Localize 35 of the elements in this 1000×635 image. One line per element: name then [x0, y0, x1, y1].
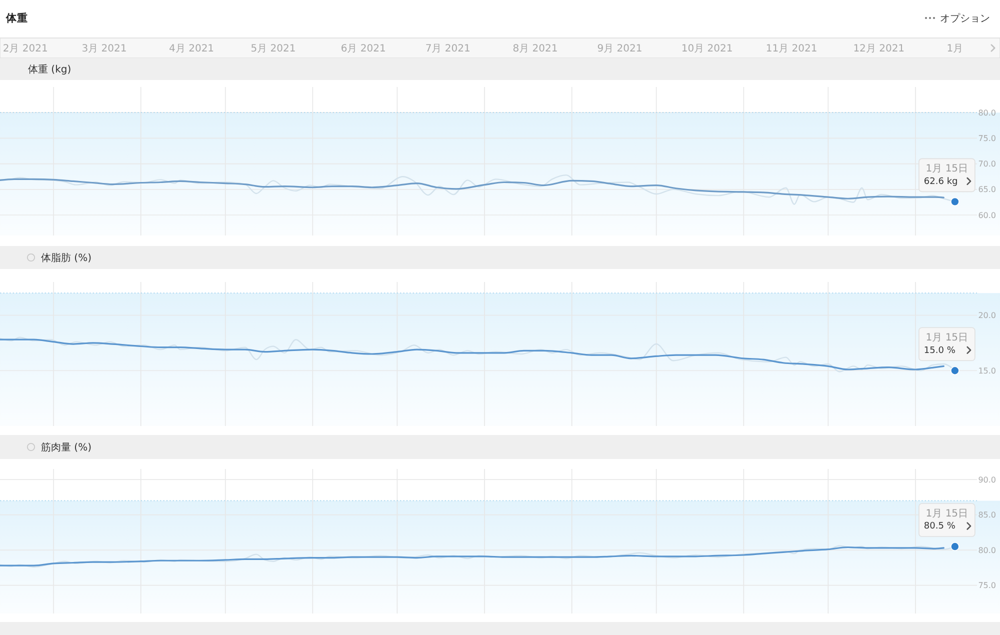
x-tick-label: 3月 2021 [82, 44, 127, 54]
y-tick-label: 90.0 [978, 475, 996, 484]
x-tick-label: 1月 [946, 44, 964, 54]
y-axis-title: 体重 (kg) [28, 64, 72, 76]
y-tick-label: 80.0 [978, 108, 996, 118]
x-tick-label: 7月 2021 [425, 44, 470, 54]
annotation: 1月 15日 [926, 508, 968, 520]
x-tick-label: 4月 2021 [169, 44, 214, 54]
y-tick-label: 75.0 [978, 134, 996, 144]
x-tick-label: 6月 2021 [340, 44, 386, 54]
annotation: 15.0 % [924, 346, 956, 356]
y-axis-title: 筋肉量 (%) [41, 442, 92, 454]
annotation: 62.6 kg [924, 176, 958, 187]
x-tick-label: 5月 2021 [250, 44, 296, 54]
chart-title: 体重 [5, 12, 28, 25]
y-tick-label: 15.0 [978, 366, 996, 376]
annotation: 1月 15日 [926, 332, 968, 344]
x-tick-label: 11月 2021 [766, 44, 818, 54]
x-tick-label: 10月 2021 [681, 44, 733, 54]
y-axis-title: 体脂肪 (%) [41, 252, 92, 264]
y-tick-label: 65.0 [978, 185, 996, 194]
x-tick-label: 9月 2021 [597, 44, 642, 54]
annotation: 80.5 % [924, 522, 956, 532]
x-tick-label: 12月 2021 [853, 44, 905, 54]
y-tick-label: 60.0 [978, 210, 996, 220]
y-tick-label: 80.0 [978, 546, 996, 555]
x-tick-label: 2月 2021 [2, 44, 48, 54]
line-series [0, 178, 944, 200]
text: オプション [940, 12, 990, 24]
y-tick-label: 70.0 [978, 160, 996, 169]
annotation: 1月 15日 [926, 164, 968, 175]
y-tick-label: 75.0 [978, 581, 996, 590]
x-tick-label: 8月 2021 [512, 44, 558, 54]
y-tick-label: 20.0 [978, 311, 996, 320]
y-tick-label: 85.0 [978, 510, 996, 520]
